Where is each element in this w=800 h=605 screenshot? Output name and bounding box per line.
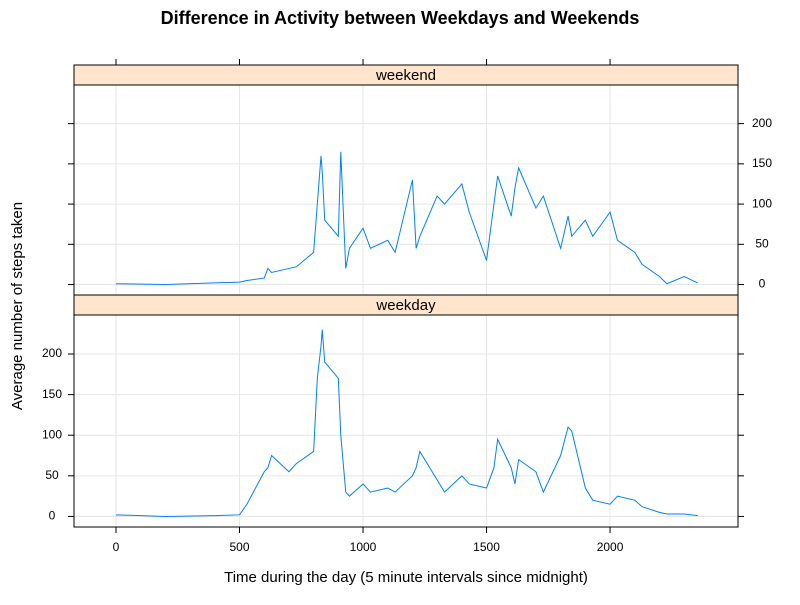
x-tick-label: 0 (113, 540, 120, 554)
y-tick-label: 200 (752, 116, 772, 130)
panel-border (73, 314, 739, 528)
y-tick-label: 0 (759, 277, 766, 291)
y-tick-label: 200 (42, 346, 62, 360)
panel-border (73, 84, 739, 296)
x-tick-label: 2000 (597, 540, 624, 554)
y-axis-label: Average number of steps taken (9, 202, 26, 410)
y-tick-label: 50 (45, 468, 59, 482)
strip (73, 294, 739, 316)
strip (73, 64, 739, 86)
y-tick-label: 50 (755, 236, 769, 250)
y-tick-label: 0 (49, 509, 56, 523)
x-tick-label: 1000 (350, 540, 377, 554)
x-tick-label: 1500 (473, 540, 500, 554)
line-series (115, 329, 698, 517)
strip-label: weekend (375, 67, 436, 84)
x-axis-label: Time during the day (5 minute intervals … (224, 569, 588, 586)
y-tick-label: 100 (752, 196, 772, 210)
x-tick-label: 500 (229, 540, 249, 554)
y-tick-label: 150 (752, 156, 772, 170)
y-tick-label: 150 (42, 387, 62, 401)
chart-title: Difference in Activity between Weekdays … (161, 8, 640, 28)
strip-label: weekday (375, 297, 436, 314)
line-series (115, 151, 698, 286)
y-tick-label: 100 (42, 427, 62, 441)
